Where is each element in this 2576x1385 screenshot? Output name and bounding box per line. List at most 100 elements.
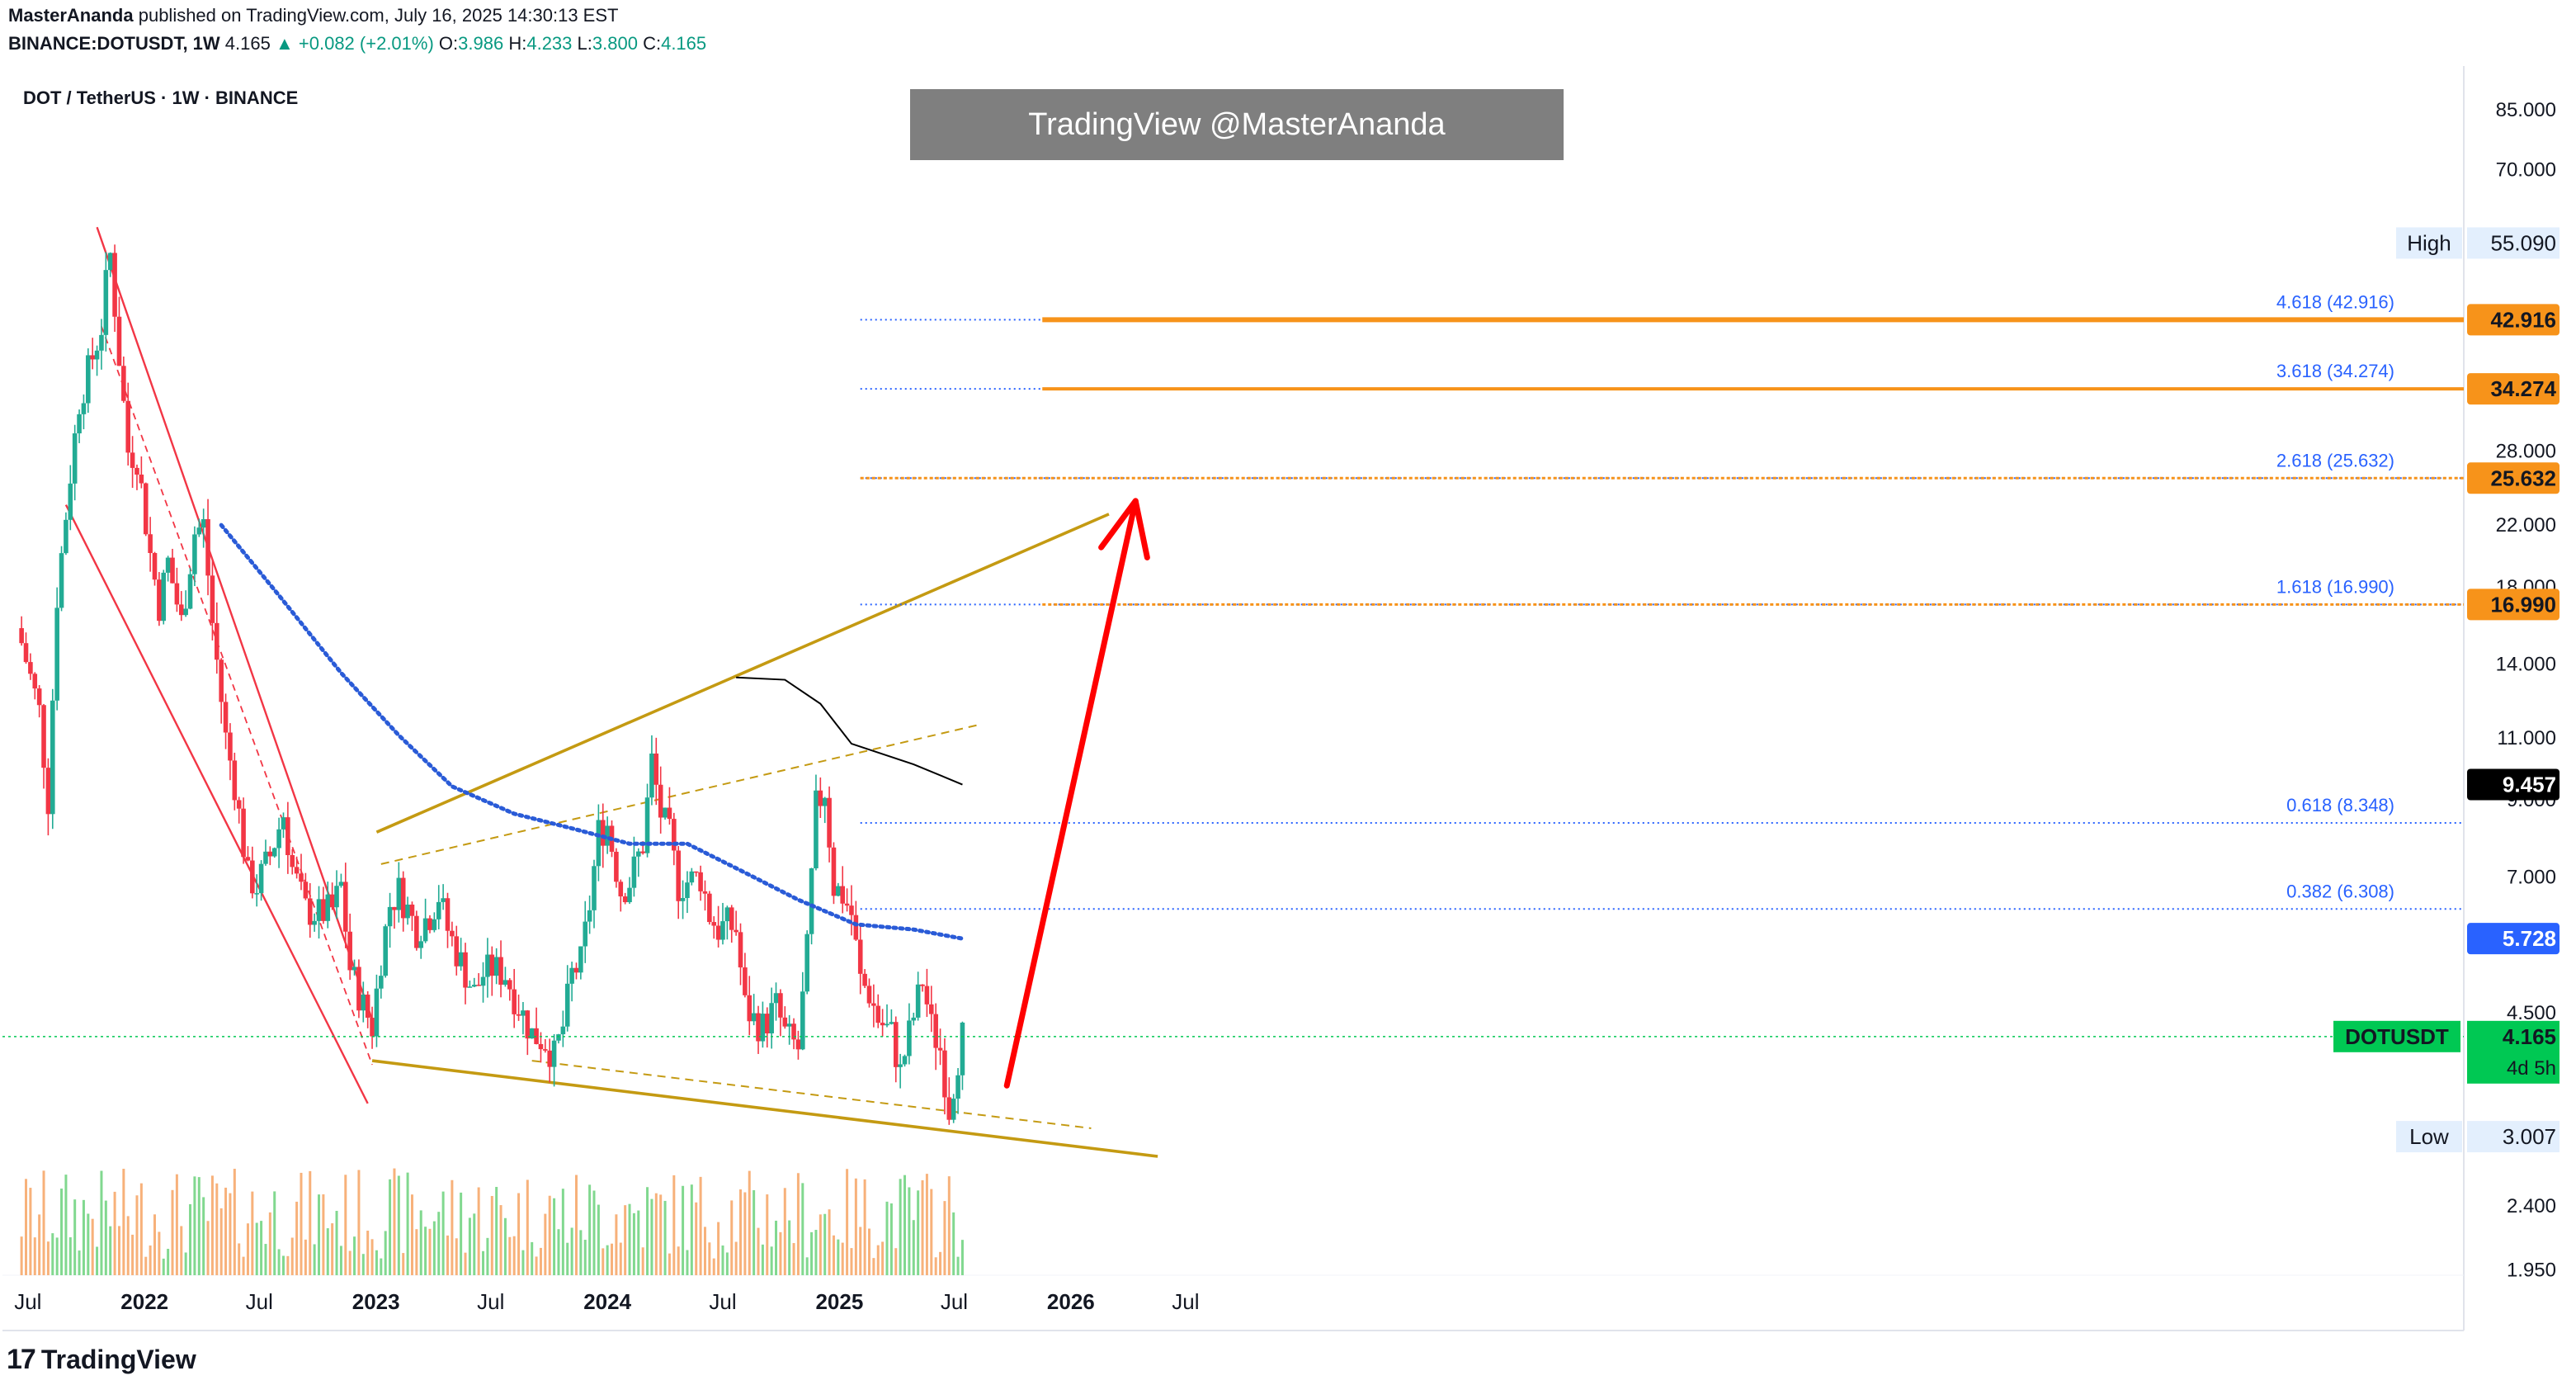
volume-bar bbox=[38, 1214, 41, 1275]
candle-body bbox=[267, 851, 273, 857]
triangle-dashed-upper bbox=[380, 723, 981, 865]
candle-body bbox=[782, 1017, 788, 1027]
volume-bar bbox=[588, 1184, 592, 1275]
channel-mid-line bbox=[101, 326, 373, 1066]
volume-bar bbox=[238, 1243, 241, 1275]
volume-bar bbox=[131, 1234, 134, 1275]
bar-countdown: 4d 5h bbox=[2507, 1057, 2556, 1080]
volume-bar bbox=[757, 1227, 760, 1275]
candle-body bbox=[347, 931, 352, 971]
volume-bar bbox=[952, 1212, 955, 1275]
author-name[interactable]: MasterAnanda bbox=[8, 5, 134, 26]
low-value-bg bbox=[2467, 1121, 2559, 1153]
low-value: 3.007 bbox=[2503, 1124, 2556, 1149]
candle-body bbox=[281, 817, 286, 830]
candle-body bbox=[880, 1023, 885, 1026]
candle-body bbox=[946, 1097, 952, 1120]
candle-body bbox=[28, 662, 33, 674]
candle-body bbox=[498, 957, 503, 986]
symbol-legend[interactable]: DOT / TetherUS · 1W · BINANCE bbox=[23, 87, 299, 108]
volume-bar bbox=[229, 1193, 232, 1275]
volume-bar bbox=[495, 1187, 498, 1275]
candle-body bbox=[836, 886, 841, 896]
volume-bar bbox=[87, 1213, 90, 1275]
x-tick-label: Jul bbox=[477, 1289, 504, 1314]
volume-bar bbox=[264, 1244, 267, 1275]
volume-bar bbox=[224, 1187, 228, 1275]
volume-bar bbox=[104, 1200, 107, 1275]
fib-level-label: 0.618 (8.348) bbox=[2286, 795, 2394, 815]
candle-body bbox=[672, 819, 677, 851]
triangle-dashed-lower bbox=[531, 1060, 1092, 1129]
target-price-tag: 25.632 bbox=[2490, 466, 2556, 490]
volume-bar bbox=[615, 1214, 618, 1275]
candle-body bbox=[822, 797, 828, 806]
volume-bar bbox=[60, 1188, 64, 1275]
candle-body bbox=[196, 527, 202, 535]
candle-body bbox=[795, 1039, 801, 1050]
candle-body bbox=[432, 919, 437, 930]
candle-body bbox=[857, 939, 863, 974]
volume-bar bbox=[548, 1195, 551, 1275]
volume-bar bbox=[956, 1256, 960, 1275]
volume-bar bbox=[397, 1175, 400, 1275]
volume-bar bbox=[828, 1209, 831, 1275]
high-value: 55.090 bbox=[2490, 230, 2556, 255]
volume-bar bbox=[721, 1245, 724, 1275]
candle-body bbox=[862, 973, 867, 986]
volume-bar bbox=[175, 1174, 178, 1275]
volume-bar bbox=[602, 1248, 605, 1275]
volume-bar bbox=[908, 1187, 911, 1275]
candle-body bbox=[778, 993, 783, 1018]
volume-bar bbox=[149, 1245, 152, 1275]
candle-body bbox=[36, 688, 42, 706]
volume-bar bbox=[55, 1237, 59, 1275]
volume-bar bbox=[197, 1177, 201, 1275]
volume-bar bbox=[912, 1220, 915, 1275]
candle-body bbox=[236, 800, 242, 809]
candle-body bbox=[143, 483, 149, 535]
candle-body bbox=[405, 904, 410, 919]
candle-body bbox=[756, 1013, 761, 1042]
volume-bar bbox=[517, 1193, 521, 1275]
volume-bar bbox=[619, 1242, 622, 1275]
volume-bar bbox=[686, 1250, 689, 1275]
volume-bar bbox=[606, 1245, 609, 1275]
candle-body bbox=[409, 904, 415, 916]
candle-body bbox=[711, 922, 717, 926]
candle-body bbox=[271, 848, 277, 857]
volume-bar bbox=[82, 1199, 85, 1275]
volume-bar bbox=[339, 1246, 342, 1275]
volume-bar bbox=[753, 1190, 756, 1275]
volume-bar bbox=[628, 1203, 631, 1275]
y-tick-label: 1.950 bbox=[2507, 1259, 2556, 1281]
volume-bar bbox=[304, 1239, 307, 1275]
overlays: 4.618 (42.916) 3.618 (34.274) 2.618 (25.63… bbox=[2, 291, 2464, 1089]
volume-bar bbox=[361, 1254, 365, 1275]
volume-bar bbox=[872, 1258, 875, 1275]
candle-body bbox=[738, 932, 743, 968]
volume-bar bbox=[406, 1172, 409, 1275]
volume-bar bbox=[654, 1193, 658, 1275]
candle-body bbox=[543, 1049, 548, 1051]
volume-bar bbox=[796, 1173, 800, 1275]
volume-bar bbox=[419, 1210, 422, 1275]
candle-body bbox=[174, 583, 180, 605]
y-tick-label: 14.000 bbox=[2496, 653, 2556, 675]
tradingview-logo[interactable]: 17 TradingView bbox=[7, 1344, 196, 1376]
volume-bar bbox=[708, 1242, 711, 1275]
y-tick-label: 28.000 bbox=[2496, 440, 2556, 462]
candle-body bbox=[165, 557, 171, 573]
volume-bar bbox=[468, 1217, 471, 1275]
candle-body bbox=[458, 952, 464, 967]
candle-body bbox=[152, 553, 158, 580]
x-tick-label: 2022 bbox=[120, 1289, 168, 1314]
volume-bar bbox=[335, 1211, 338, 1275]
volume-bar bbox=[521, 1250, 525, 1275]
candle-body bbox=[831, 847, 837, 896]
x-tick-label: 2023 bbox=[352, 1289, 400, 1314]
volume-bars bbox=[20, 1168, 964, 1275]
candle-body bbox=[693, 871, 699, 873]
candle-body bbox=[387, 906, 393, 927]
